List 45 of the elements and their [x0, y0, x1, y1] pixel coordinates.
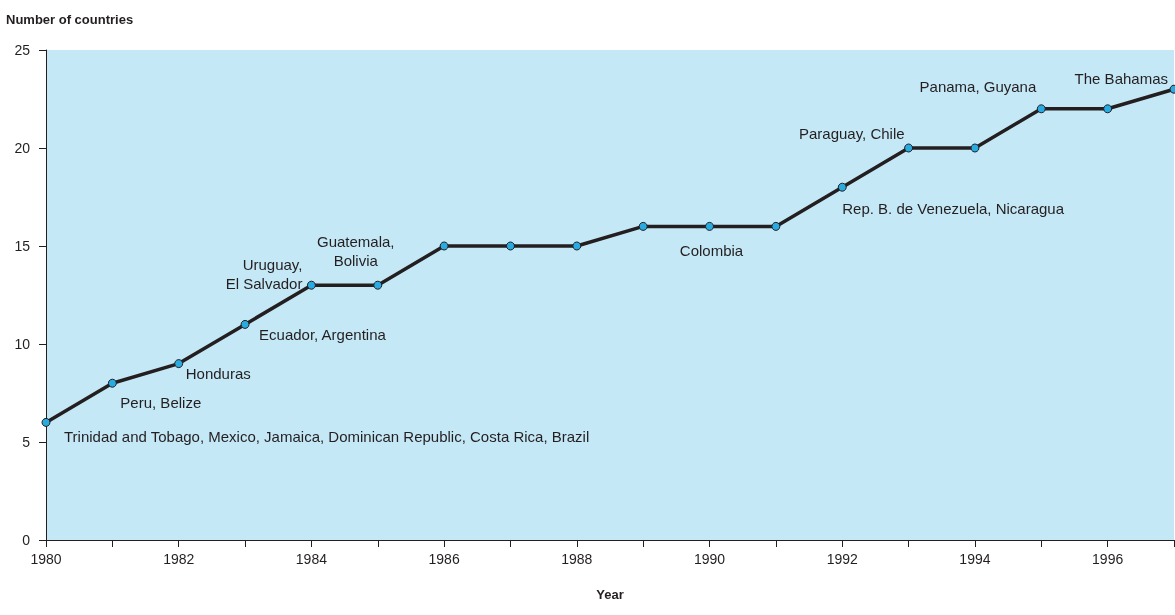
- y-tick-label: 0: [22, 532, 31, 548]
- x-tick-label: 1986: [428, 551, 460, 567]
- point: [771, 221, 781, 231]
- annotation: Panama, Guyana: [919, 78, 1037, 96]
- x-tick-label: 1992: [826, 551, 859, 567]
- x-tick-label: 1994: [959, 551, 991, 567]
- point: [439, 241, 449, 251]
- x-tick-label: 1984: [295, 551, 328, 567]
- point: [970, 143, 980, 153]
- annotation: The Bahamas: [1074, 69, 1168, 87]
- point: [1103, 104, 1113, 114]
- point: [505, 241, 515, 251]
- annotation: Uruguay, El Salvador: [225, 256, 303, 293]
- point: [306, 280, 316, 290]
- annotation: Paraguay, Chile: [798, 124, 905, 142]
- point: [705, 221, 715, 231]
- y-tick-label: 25: [14, 42, 31, 58]
- annotation: Peru, Belize: [120, 393, 202, 411]
- point: [41, 417, 51, 427]
- point: [572, 241, 582, 251]
- point: [373, 280, 383, 290]
- annotation: Trinidad and Tobago, Mexico, Jamaica, Dominican Republic, Costa Rica, Brazil: [64, 427, 590, 445]
- x-tick-label: 1996: [1092, 551, 1124, 567]
- annotation: Ecuador, Argentina: [259, 325, 387, 343]
- point: [107, 378, 117, 388]
- x-tick-label: 1982: [163, 551, 195, 567]
- point: [174, 359, 184, 369]
- point: [837, 182, 847, 192]
- annotation: Honduras: [185, 365, 251, 383]
- annotation: Rep. B. de Venezuela, Nicaragua: [842, 199, 1065, 217]
- x-tick-label: 1980: [30, 551, 62, 567]
- x-axis-title: Year: [596, 587, 624, 602]
- point: [240, 319, 250, 329]
- y-tick-label: 15: [14, 238, 31, 254]
- x-tick-label: 1990: [693, 551, 726, 567]
- y-axis-title: Number of countries: [6, 12, 134, 27]
- annotation: Guatemala, Bolivia: [316, 233, 395, 270]
- y-tick-label: 20: [14, 140, 31, 156]
- point: [638, 221, 648, 231]
- annotation: Colombia: [679, 241, 744, 259]
- y-tick-label: 5: [22, 434, 31, 450]
- y-tick-label: 10: [14, 336, 31, 352]
- x-tick-label: 1988: [561, 551, 593, 567]
- point: [1036, 104, 1046, 114]
- point: [904, 143, 914, 153]
